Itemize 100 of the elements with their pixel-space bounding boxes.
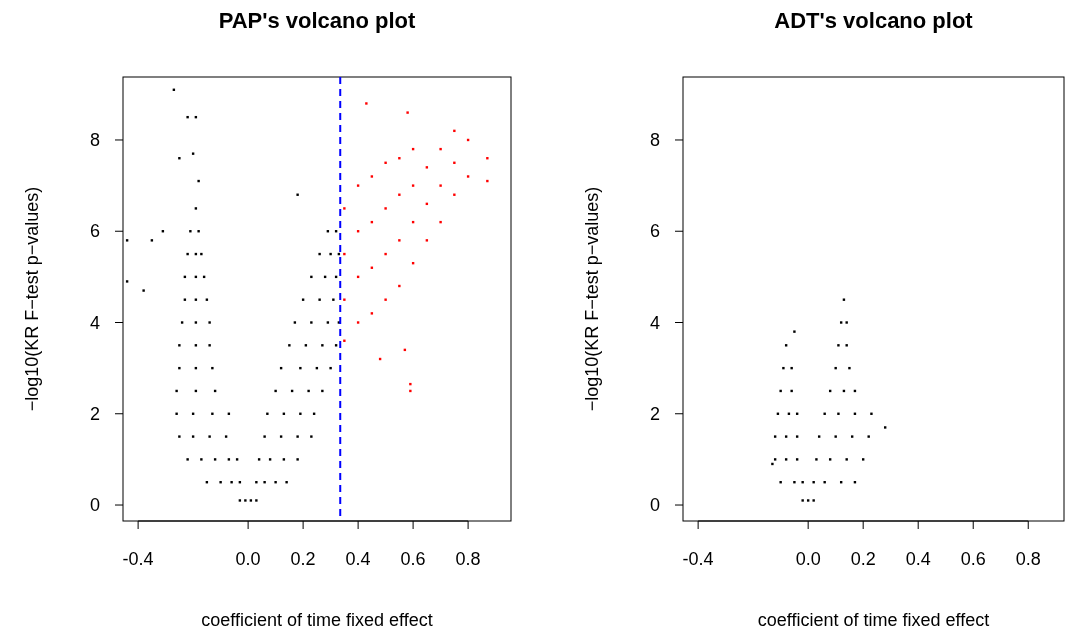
point xyxy=(801,499,804,502)
point xyxy=(384,161,387,164)
x-tick-label: 0.8 xyxy=(1015,549,1041,569)
point xyxy=(870,412,873,415)
point xyxy=(793,481,796,484)
point xyxy=(343,207,346,210)
point xyxy=(845,458,848,461)
x-axis-title: coefficient of time fixed effect xyxy=(757,610,990,630)
point xyxy=(837,412,840,415)
point xyxy=(784,435,788,438)
point xyxy=(790,389,793,393)
point xyxy=(384,207,387,210)
point xyxy=(861,458,865,461)
point xyxy=(823,481,826,484)
x-tick-label: 0.0 xyxy=(795,549,821,569)
point xyxy=(425,239,429,242)
point xyxy=(370,175,374,178)
point xyxy=(801,481,804,484)
x-tick-label: 0.2 xyxy=(290,549,316,569)
point xyxy=(795,435,799,438)
point xyxy=(411,184,415,187)
point xyxy=(834,366,837,370)
point xyxy=(486,179,489,183)
x-tick-label: 0.4 xyxy=(345,549,371,569)
point xyxy=(790,366,793,370)
point xyxy=(343,298,346,301)
point xyxy=(398,239,401,242)
y-axis-title: −log10(KR F−test p−values) xyxy=(582,186,602,412)
y-tick-label: 0 xyxy=(649,495,661,516)
point xyxy=(795,458,799,461)
point xyxy=(398,193,401,196)
point xyxy=(883,426,887,429)
point xyxy=(845,344,848,347)
point xyxy=(828,458,832,461)
x-tick-label: 0.8 xyxy=(455,549,481,569)
point xyxy=(842,298,846,301)
y-tick-label: 4 xyxy=(649,312,661,333)
point xyxy=(398,284,401,288)
point xyxy=(845,321,848,324)
x-tick-label: 0.0 xyxy=(235,549,261,569)
point xyxy=(439,147,442,151)
x-tick-label: 0.6 xyxy=(960,549,986,569)
point xyxy=(779,481,782,484)
y-tick-label: 8 xyxy=(649,129,661,150)
x-tick-label: -0.4 xyxy=(682,549,714,569)
point xyxy=(771,462,774,466)
y-tick-label: 6 xyxy=(649,221,661,242)
point xyxy=(784,344,788,347)
point xyxy=(343,252,346,256)
chart-title: PAP's volcano plot xyxy=(218,8,417,33)
point xyxy=(356,321,360,324)
x-tick-label: -0.4 xyxy=(122,549,154,569)
y-tick-label: 6 xyxy=(89,221,101,242)
point xyxy=(867,435,870,438)
point xyxy=(839,321,843,324)
y-tick-label: 8 xyxy=(89,129,101,150)
point xyxy=(815,458,818,461)
point xyxy=(439,220,442,224)
point xyxy=(806,499,810,502)
point xyxy=(486,157,489,160)
chart-title: ADT's volcano plot xyxy=(774,8,974,33)
point xyxy=(812,499,815,502)
point xyxy=(356,184,360,187)
y-tick-label: 2 xyxy=(649,403,661,424)
point xyxy=(837,344,840,347)
point xyxy=(365,102,368,105)
x-tick-label: 0.6 xyxy=(400,549,426,569)
x-axis-title: coefficient of time fixed effect xyxy=(201,610,433,630)
point xyxy=(406,111,409,114)
point xyxy=(409,382,412,386)
point xyxy=(453,129,456,133)
point xyxy=(398,157,401,160)
y-tick-label: 4 xyxy=(89,312,101,333)
point xyxy=(834,435,837,438)
point xyxy=(370,312,374,315)
point xyxy=(812,481,815,484)
point xyxy=(384,298,387,301)
point xyxy=(453,161,456,164)
point xyxy=(784,458,788,461)
point xyxy=(782,366,785,370)
y-tick-label: 0 xyxy=(89,495,101,516)
y-axis-title: −log10(KR F−test p−values) xyxy=(22,186,42,412)
point xyxy=(779,389,782,393)
x-tick-label: 0.4 xyxy=(905,549,931,569)
point xyxy=(848,366,851,370)
y-tick-label: 2 xyxy=(89,403,101,424)
point xyxy=(453,193,456,196)
point xyxy=(439,184,442,187)
point xyxy=(793,330,796,333)
x-tick-label: 0.2 xyxy=(850,549,876,569)
point xyxy=(425,166,429,169)
point xyxy=(384,252,387,256)
point xyxy=(343,339,346,342)
point xyxy=(850,435,854,438)
point xyxy=(773,458,777,461)
point xyxy=(823,412,826,415)
point xyxy=(817,435,821,438)
point xyxy=(409,389,412,393)
point xyxy=(773,435,777,438)
point xyxy=(466,175,470,178)
